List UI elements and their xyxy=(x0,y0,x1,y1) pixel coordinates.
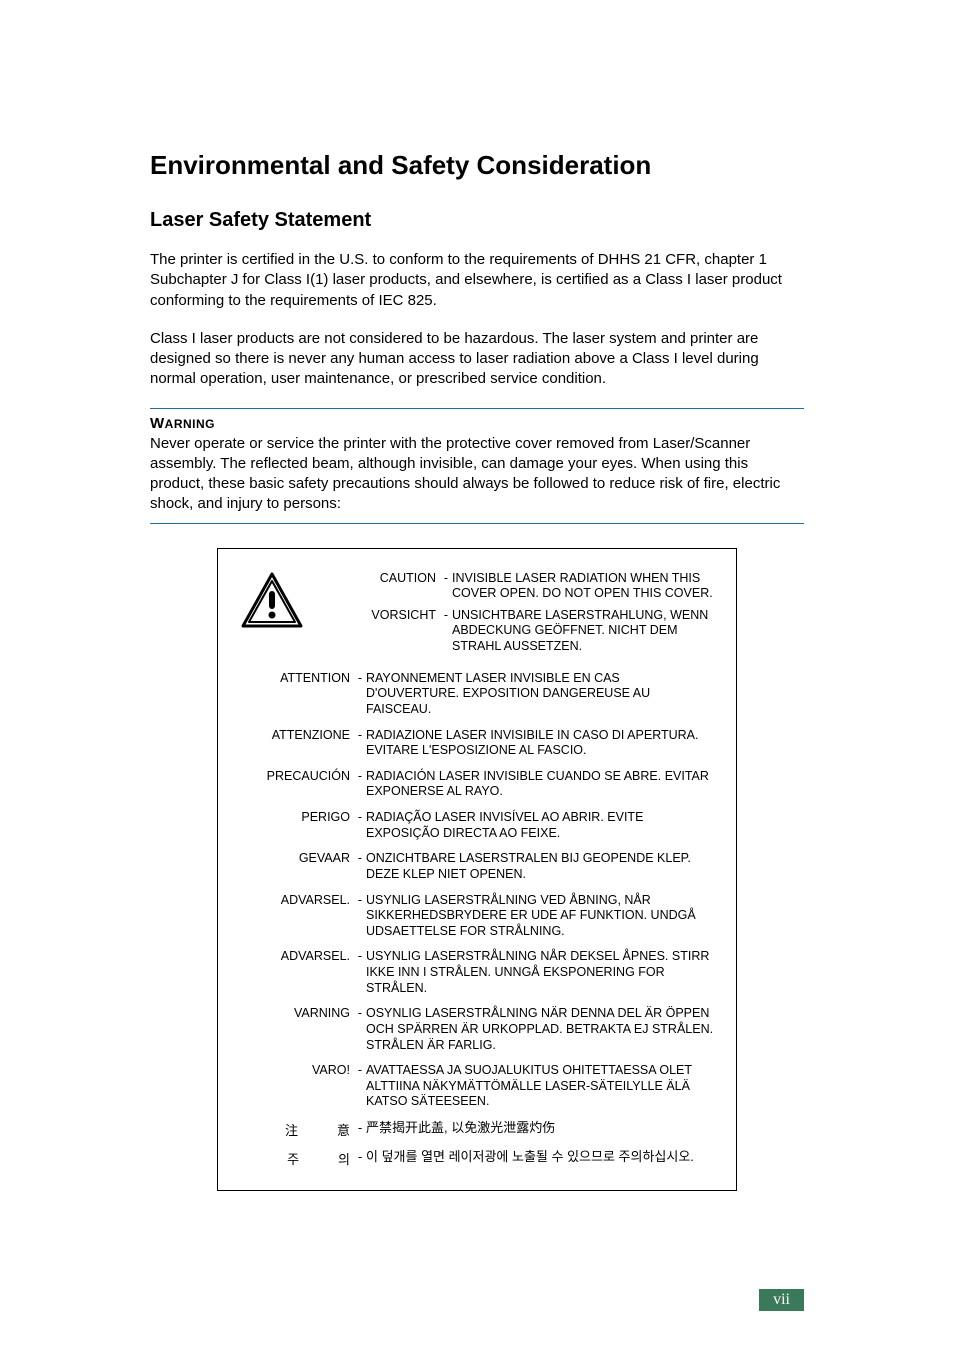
label-text: USYNLIG LASERSTRÅLNING VED ÅBNING, NÅR S… xyxy=(366,893,714,940)
label-row: GEVAAR - ONZICHTBARE LASERSTRALEN BIJ GE… xyxy=(240,851,714,882)
label-dash: - xyxy=(440,571,452,587)
label-row: ADVARSEL. - USYNLIG LASERSTRÅLNING NÅR D… xyxy=(240,949,714,996)
body-paragraph: Class I laser products are not considere… xyxy=(150,329,804,390)
label-row: 주 의 - 이 덮개를 열면 레이저광에 노출될 수 있으므로 주의하십시오. xyxy=(240,1149,714,1168)
label-text: RADIACIÓN LASER INVISIBLE CUANDO SE ABRE… xyxy=(366,769,714,800)
label-row: ATTENZIONE - RADIAZIONE LASER INVISIBILE… xyxy=(240,728,714,759)
label-text: AVATTAESSA JA SUOJALUKITUS OHITETTAESSA … xyxy=(366,1063,714,1110)
warning-callout: WARNING Never operate or service the pri… xyxy=(150,408,804,524)
label-key: 注 意 xyxy=(240,1120,354,1139)
label-dash: - xyxy=(354,1120,366,1136)
label-dash: - xyxy=(354,769,366,785)
laser-caution-label: CAUTION - INVISIBLE LASER RADIATION WHEN… xyxy=(217,548,737,1192)
label-top-row: CAUTION - INVISIBLE LASER RADIATION WHEN… xyxy=(240,571,714,661)
label-row: 注 意 - 严禁揭开此盖, 以免激光泄露灼伤 xyxy=(240,1120,714,1139)
label-dash: - xyxy=(354,851,366,867)
label-key: CAUTION xyxy=(350,571,440,587)
label-key: VARNING xyxy=(240,1006,354,1022)
label-row: VORSICHT - UNSICHTBARE LASERSTRAHLUNG, W… xyxy=(350,608,714,655)
warning-triangle-icon xyxy=(240,571,350,629)
label-key: ADVARSEL. xyxy=(240,949,354,965)
label-row: VARNING - OSYNLIG LASERSTRÅLNING NÄR DEN… xyxy=(240,1006,714,1053)
label-text: ONZICHTBARE LASERSTRALEN BIJ GEOPENDE KL… xyxy=(366,851,714,882)
label-dash: - xyxy=(354,949,366,965)
label-key: GEVAAR xyxy=(240,851,354,867)
label-text: RAYONNEMENT LASER INVISIBLE EN CAS D'OUV… xyxy=(366,671,714,718)
label-row: ADVARSEL. - USYNLIG LASERSTRÅLNING VED Å… xyxy=(240,893,714,940)
label-dash: - xyxy=(354,1063,366,1079)
label-dash: - xyxy=(354,810,366,826)
label-key: ADVARSEL. xyxy=(240,893,354,909)
page-title: Environmental and Safety Consideration xyxy=(150,150,804,181)
label-text: INVISIBLE LASER RADIATION WHEN THIS COVE… xyxy=(452,571,714,602)
label-row: PRECAUCIÓN - RADIACIÓN LASER INVISIBLE C… xyxy=(240,769,714,800)
label-key: PRECAUCIÓN xyxy=(240,769,354,785)
label-row: PERIGO - RADIAÇÃO LASER INVISÍVEL AO ABR… xyxy=(240,810,714,841)
label-key: ATTENZIONE xyxy=(240,728,354,744)
label-dash: - xyxy=(354,893,366,909)
warning-text: Never operate or service the printer wit… xyxy=(150,434,804,515)
label-dash: - xyxy=(354,1006,366,1022)
label-text: 이 덮개를 열면 레이저광에 노출될 수 있으므로 주의하십시오. xyxy=(366,1149,714,1165)
label-dash: - xyxy=(440,608,452,624)
section-heading: Laser Safety Statement xyxy=(150,209,804,232)
body-paragraph: The printer is certified in the U.S. to … xyxy=(150,250,804,311)
label-text: RADIAZIONE LASER INVISIBILE IN CASO DI A… xyxy=(366,728,714,759)
label-dash: - xyxy=(354,671,366,687)
label-dash: - xyxy=(354,1149,366,1165)
label-key: ATTENTION xyxy=(240,671,354,687)
label-text: OSYNLIG LASERSTRÅLNING NÄR DENNA DEL ÄR … xyxy=(366,1006,714,1053)
page-number: vii xyxy=(759,1289,804,1311)
label-text: 严禁揭开此盖, 以免激光泄露灼伤 xyxy=(366,1120,714,1136)
label-key: 주 의 xyxy=(240,1149,354,1168)
label-row: CAUTION - INVISIBLE LASER RADIATION WHEN… xyxy=(350,571,714,602)
label-key: VARO! xyxy=(240,1063,354,1079)
label-text: UNSICHTBARE LASERSTRAHLUNG, WENN ABDECKU… xyxy=(452,608,714,655)
document-page: Environmental and Safety Consideration L… xyxy=(0,0,954,1351)
label-row: VARO! - AVATTAESSA JA SUOJALUKITUS OHITE… xyxy=(240,1063,714,1110)
label-key: PERIGO xyxy=(240,810,354,826)
warning-label: WARNING xyxy=(150,415,804,432)
label-text: RADIAÇÃO LASER INVISÍVEL AO ABRIR. EVITE… xyxy=(366,810,714,841)
label-dash: - xyxy=(354,728,366,744)
warning-label-text: ARNING xyxy=(165,417,215,431)
label-text: USYNLIG LASERSTRÅLNING NÅR DEKSEL ÅPNES.… xyxy=(366,949,714,996)
label-key: VORSICHT xyxy=(350,608,440,624)
label-row: ATTENTION - RAYONNEMENT LASER INVISIBLE … xyxy=(240,671,714,718)
